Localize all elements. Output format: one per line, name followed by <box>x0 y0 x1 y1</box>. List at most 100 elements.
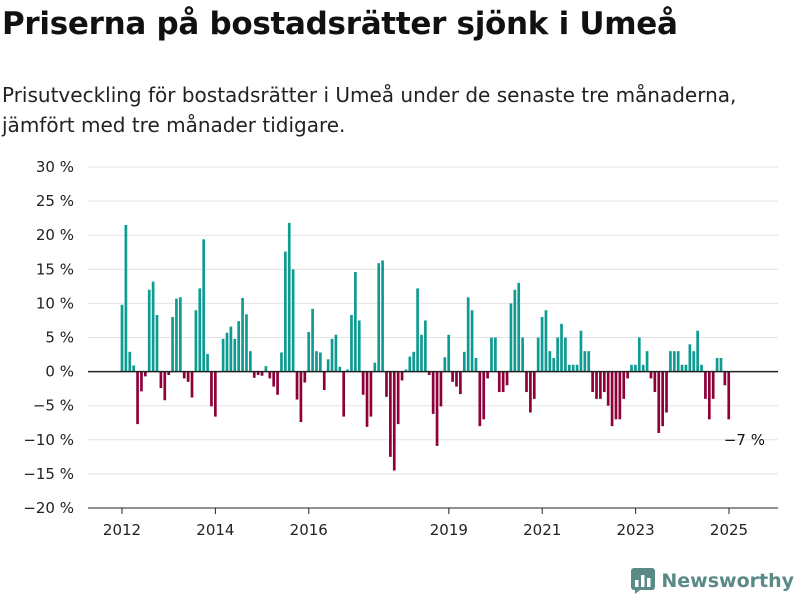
bar <box>439 371 443 407</box>
bar <box>252 371 256 378</box>
bar <box>684 364 688 372</box>
x-tick-label: 2012 <box>103 521 141 539</box>
bar <box>451 371 454 382</box>
last-value-annotation: −7 % <box>724 431 765 449</box>
bar <box>548 351 552 372</box>
bar <box>645 351 649 372</box>
y-tick-label: 5 % <box>45 329 74 347</box>
newsworthy-logo: Newsworthy <box>631 568 794 594</box>
bar <box>241 297 244 372</box>
bar <box>140 371 143 392</box>
bar <box>404 369 408 372</box>
bar <box>470 310 474 372</box>
newsworthy-logo-icon <box>631 568 656 594</box>
x-tick-label: 2014 <box>196 521 234 539</box>
bar <box>214 371 217 417</box>
bar <box>210 371 213 407</box>
bar <box>575 364 579 372</box>
bar <box>513 289 517 372</box>
bar <box>579 330 583 372</box>
bar <box>618 371 622 420</box>
bar <box>346 369 349 372</box>
axis-layer: 30 % 25 % 20 % 15 % 10 % 5 % 0 % −5 % −10 % −15 %… <box>23 158 778 539</box>
bar <box>427 371 431 376</box>
bar <box>295 371 299 400</box>
y-tick-label: −15 % <box>23 465 74 483</box>
x-tick-label: 2019 <box>430 521 468 539</box>
bar <box>175 298 178 372</box>
bar <box>206 353 209 372</box>
bar <box>338 366 342 372</box>
bar <box>462 351 466 372</box>
bar <box>630 364 633 372</box>
bar <box>229 326 233 372</box>
bar <box>657 371 661 433</box>
bar <box>634 364 637 372</box>
bar <box>326 359 330 372</box>
bar <box>459 371 462 395</box>
bar <box>591 371 594 393</box>
bar <box>307 332 311 372</box>
bar <box>599 371 602 399</box>
bar <box>435 371 439 446</box>
bar <box>311 308 314 372</box>
bar <box>361 371 365 395</box>
bar <box>509 303 513 372</box>
chart-subtitle: Prisutveckling för bostadsrätter i Umeå … <box>2 83 737 137</box>
bar <box>260 371 264 376</box>
bar <box>303 371 307 383</box>
bar <box>416 288 419 372</box>
bar <box>552 357 556 372</box>
x-tick-label: 2021 <box>523 521 561 539</box>
bar <box>610 371 614 427</box>
bar <box>587 351 591 372</box>
bar <box>564 337 567 372</box>
bar <box>567 364 571 372</box>
bar <box>182 371 186 379</box>
bars-layer <box>120 222 731 471</box>
bar <box>287 222 291 372</box>
bar <box>497 371 501 393</box>
bar <box>315 351 318 372</box>
bar <box>420 334 423 372</box>
bar <box>202 239 206 372</box>
bar <box>143 371 147 377</box>
bar <box>330 338 334 372</box>
bar <box>389 371 392 457</box>
bar <box>408 356 412 372</box>
y-tick-label: 10 % <box>36 294 74 312</box>
bar <box>540 317 544 372</box>
bar <box>622 371 626 399</box>
bar <box>517 282 521 372</box>
bar <box>147 289 151 372</box>
bar <box>357 320 361 372</box>
bar <box>707 371 711 420</box>
bar <box>696 330 699 372</box>
bar <box>544 310 548 372</box>
brand-name: Newsworthy <box>661 570 794 592</box>
bar <box>381 260 384 372</box>
bar <box>132 365 136 372</box>
bar <box>447 334 451 372</box>
bar <box>571 364 575 372</box>
bar <box>688 344 692 372</box>
bar <box>373 362 377 372</box>
bar <box>280 352 283 372</box>
bar <box>727 371 731 420</box>
bar <box>474 357 478 372</box>
bar <box>595 371 598 399</box>
bar <box>490 337 493 372</box>
bar <box>704 371 707 399</box>
bar <box>377 263 381 372</box>
bar <box>350 314 353 372</box>
bar <box>136 371 139 425</box>
bar <box>676 351 680 372</box>
bar <box>583 351 587 372</box>
bar <box>665 371 668 413</box>
y-tick-label: 30 % <box>36 158 74 176</box>
bar <box>536 337 540 372</box>
x-tick-label: 2016 <box>290 521 328 539</box>
x-tick-label: 2025 <box>710 521 748 539</box>
bar <box>237 321 241 372</box>
